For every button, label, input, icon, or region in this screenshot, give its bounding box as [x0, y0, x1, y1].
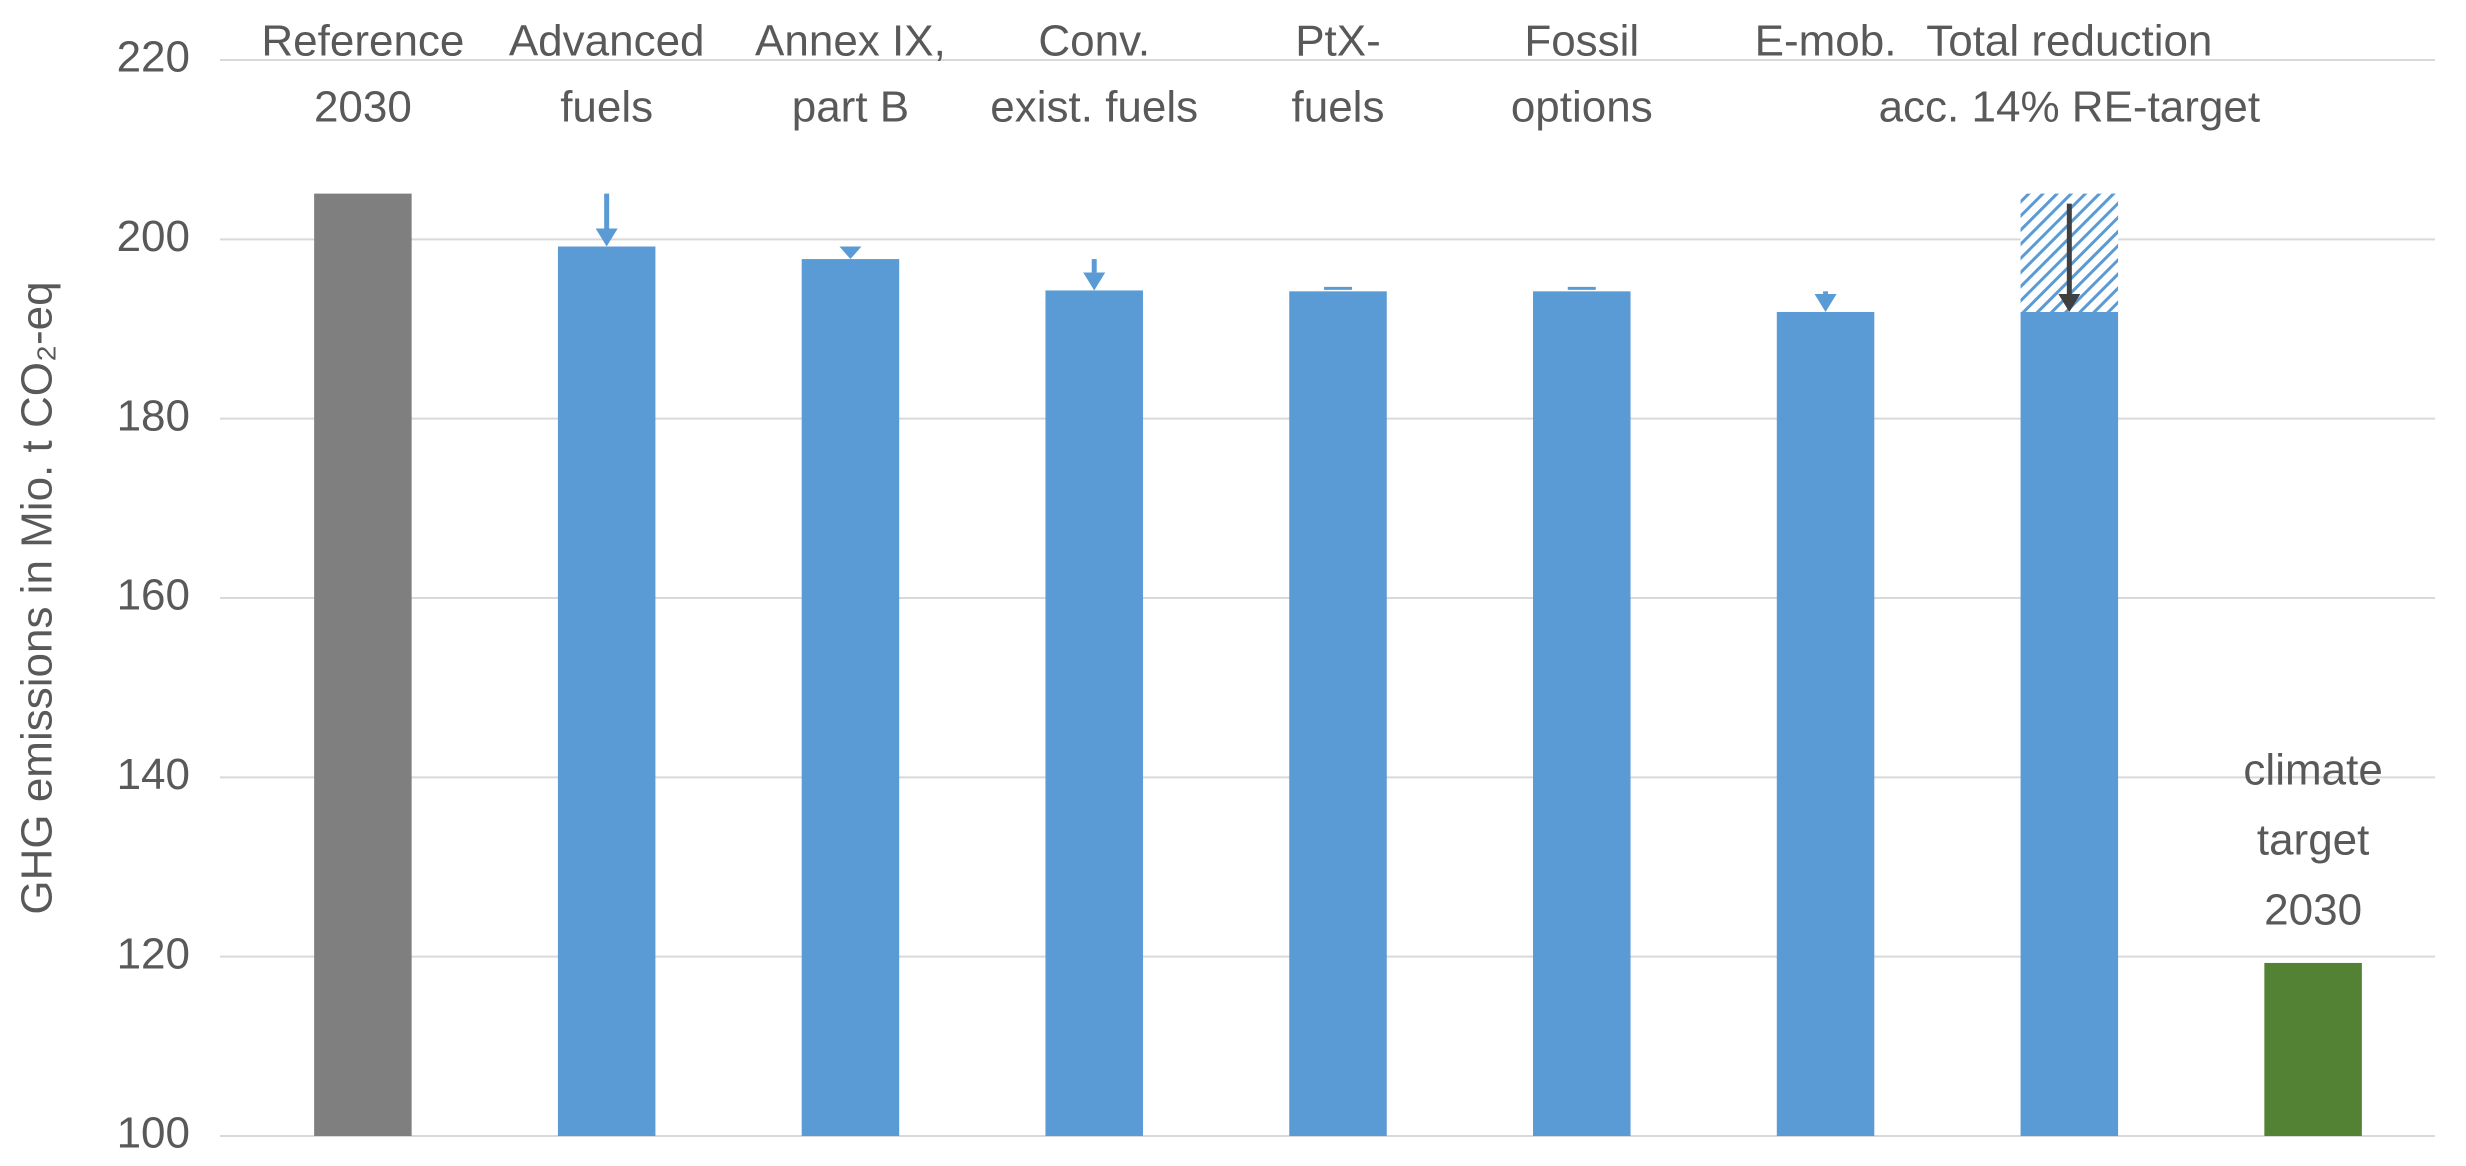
x-category-label: Annex IX, [755, 17, 946, 66]
y-tick-label: 100 [117, 1109, 190, 1158]
y-tick-label: 220 [117, 33, 190, 82]
x-category-label: E-mob. [1755, 17, 1897, 66]
x-category-label: acc. 14% RE-target [1879, 83, 2261, 132]
y-tick-label: 160 [117, 571, 190, 620]
bar [557, 246, 656, 1137]
bar [1776, 311, 1875, 1136]
bar [1533, 291, 1631, 1137]
x-category-label: Fossil [1524, 17, 1639, 66]
reduction-arrow-head [839, 246, 862, 260]
y-tick-label: 180 [117, 391, 190, 440]
y-axis-label: GHG emissions in Mio. t CO₂-eq [13, 281, 62, 914]
y-tick-label: 120 [117, 929, 190, 978]
x-category-label: Reference [261, 17, 464, 66]
x-category-label: Advanced [509, 17, 705, 66]
y-tick-label: 140 [117, 750, 190, 799]
x-category-label: Total reduction [1926, 17, 2212, 66]
bar [1045, 290, 1143, 1136]
reduction-arrow-head [595, 228, 618, 247]
bar [801, 259, 900, 1136]
bar [1289, 291, 1387, 1137]
x-category-label: exist. fuels [990, 83, 1198, 132]
x-category-label: 2030 [314, 83, 412, 132]
x-category-label: part B [792, 83, 909, 132]
x-category-label: Conv. [1038, 17, 1150, 66]
bar [314, 193, 412, 1136]
x-category-label: climate [2243, 746, 2382, 795]
x-category-label: 2030 [2264, 886, 2362, 935]
reduction-arrow-head [1814, 293, 1837, 312]
reduction-arrow-head [1083, 272, 1106, 291]
x-category-label: PtX- [1295, 17, 1381, 66]
total-reduction-arrow-head [2058, 293, 2081, 312]
bar [2264, 962, 2362, 1136]
y-tick-label: 200 [117, 212, 190, 261]
x-category-label: options [1511, 83, 1653, 132]
x-category-label: fuels [560, 83, 653, 132]
x-category-label: fuels [1292, 83, 1385, 132]
x-category-label: target [2257, 816, 2370, 865]
bar [2020, 311, 2119, 1136]
